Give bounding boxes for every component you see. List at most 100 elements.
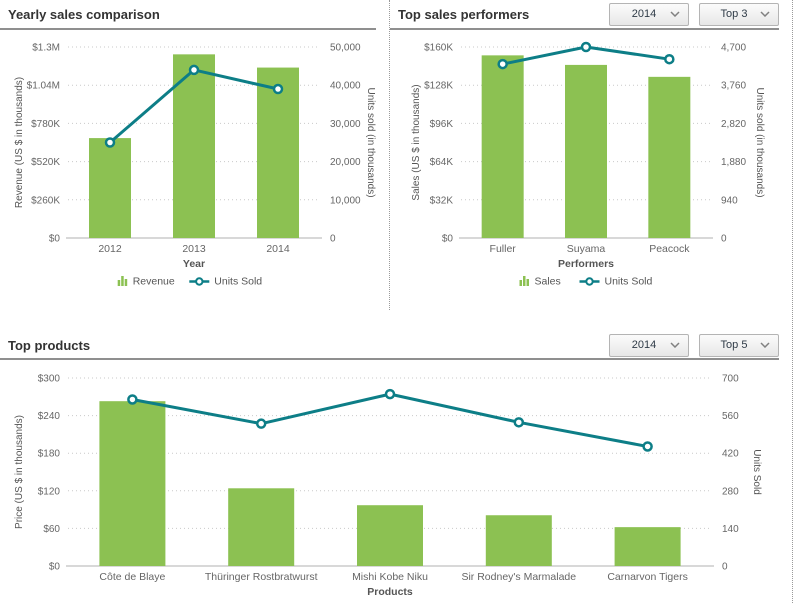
right-axis-tick-label: 2,820 [721,119,746,130]
right-axis-tick-label: 560 [722,411,739,422]
legend-bar-icon [526,279,529,286]
right-axis-tick-label: 280 [722,486,739,497]
legend-bar-icon [124,279,128,286]
performers-topn-value: Top 3 [720,8,748,20]
top-row: Yearly sales comparison $0 0 $260K 10,000 $5… [0,0,792,310]
units-sold-line[interactable] [130,392,650,448]
units-sold-point[interactable] [664,53,675,65]
price-bar[interactable] [485,515,552,566]
category-label: 2013 [182,243,206,255]
right-axis-tick-label: 10,000 [330,195,361,206]
units-sold-point[interactable] [580,41,592,53]
legend-label: Units Sold [605,276,653,288]
right-axis-tick-label: 0 [722,562,728,573]
left-axis-title: Revenue (US $ in thousands) [14,77,25,208]
units-sold-point[interactable] [497,58,508,70]
price-bar[interactable] [614,527,681,566]
category-label: Côte de Blaye [99,571,165,583]
price-bar[interactable] [99,401,166,566]
units-sold-point[interactable] [255,418,267,429]
category-label: Peacock [649,243,690,255]
right-axis-tick-label: 0 [330,234,336,245]
left-axis-tick-label: $240 [38,411,61,422]
top-products-title: Top products [8,337,91,353]
right-axis-tick-label: 140 [722,524,739,535]
left-axis-tick-label: $60 [43,524,60,535]
category-label: Suyama [567,243,606,255]
chevron-down-icon [760,342,770,348]
revenue-bar[interactable] [257,67,299,238]
right-axis-tick-label: 20,000 [330,157,361,168]
price-bar[interactable] [228,488,295,566]
units-sold-point[interactable] [127,394,138,405]
units-sold-point[interactable] [513,417,525,428]
sales-bar[interactable] [648,76,691,238]
left-axis-tick-label: $64K [430,157,454,168]
left-axis-tick-label: $96K [430,119,454,130]
units-sold-point[interactable] [272,83,284,95]
right-axis-tick-label: 4,700 [721,43,746,54]
category-label: Thüringer Rostbratwurst [205,571,318,583]
units-sold-point[interactable] [188,64,200,76]
products-dropdown-group: 2014 Top 5 [609,333,779,357]
left-axis-tick-label: $1.04M [27,81,60,92]
yearly-sales-chart: $0 0 $260K 10,000 $520K 20,000 $780K 30,000 $1.0… [14,43,376,288]
right-axis-tick-label: 700 [722,374,739,385]
category-label: Carnarvon Tigers [607,571,688,583]
category-label: 2014 [266,243,290,255]
right-axis-tick-label: 3,760 [721,81,746,92]
products-year-value: 2014 [631,339,657,351]
category-label: Mishi Kobe Niku [352,571,428,583]
x-axis-title: Performers [558,258,614,270]
x-axis-title: Products [367,586,413,598]
legend-bar-icon [519,280,522,286]
x-axis-title: Year [183,258,205,270]
left-axis-tick-label: $128K [424,81,453,92]
category-label: Fuller [490,243,517,255]
right-axis-tick-label: 40,000 [330,81,361,92]
products-topn-dropdown[interactable]: Top 5 [699,333,779,357]
left-axis-tick-label: $300 [38,374,61,385]
performers-dropdown-group: 2014 Top 3 [609,2,779,26]
sales-bar[interactable] [565,64,607,238]
sales-bar[interactable] [481,55,524,239]
legend-label: Revenue [133,276,175,288]
top-performers-header: Top sales performers 2014 Top 3 [390,0,779,30]
units-sold-point[interactable] [384,388,396,400]
legend-bar-icon [117,280,121,286]
left-axis-tick-label: $180 [38,449,61,460]
yearly-sales-title: Yearly sales comparison [8,6,160,22]
performers-topn-dropdown[interactable]: Top 3 [699,2,779,26]
products-topn-value: Top 5 [720,339,748,351]
performers-year-dropdown[interactable]: 2014 [609,2,689,26]
right-axis-tick-label: 1,880 [721,157,746,168]
products-year-dropdown[interactable]: 2014 [609,333,689,357]
left-axis-tick-label: $32K [430,195,454,206]
right-axis-tick-label: 50,000 [330,43,361,54]
legend-line-icon [195,277,204,286]
left-axis-tick-label: $260K [31,195,60,206]
price-bar[interactable] [357,505,423,566]
left-axis-tick-label: $520K [31,157,60,168]
revenue-bar[interactable] [173,54,215,238]
revenue-bar[interactable] [89,138,131,238]
right-axis-title: Units sold (in thousands) [754,87,765,197]
left-axis-tick-label: $160K [424,43,453,54]
left-axis-tick-label: $780K [31,119,60,130]
top-products-chart: $0 0 $60 140 $120 280 $180 420 $240 560 $300 700 Côt… [14,374,762,599]
right-axis-tick-label: 30,000 [330,119,361,130]
legend-bar-icon [121,276,124,286]
units-sold-point[interactable] [104,137,116,148]
chevron-down-icon [670,11,680,17]
category-label: 2012 [98,243,122,255]
legend-label: Units Sold [214,276,262,288]
units-sold-point[interactable] [642,441,653,452]
right-axis-tick-label: 940 [721,195,738,206]
chevron-down-icon [670,342,680,348]
top-performers-panel: Top sales performers 2014 Top 3 [390,0,792,310]
left-axis-tick-label: $0 [49,234,61,245]
left-axis-tick-label: $1.3M [32,43,60,54]
legend-line-icon [585,277,594,286]
chevron-down-icon [760,11,770,17]
